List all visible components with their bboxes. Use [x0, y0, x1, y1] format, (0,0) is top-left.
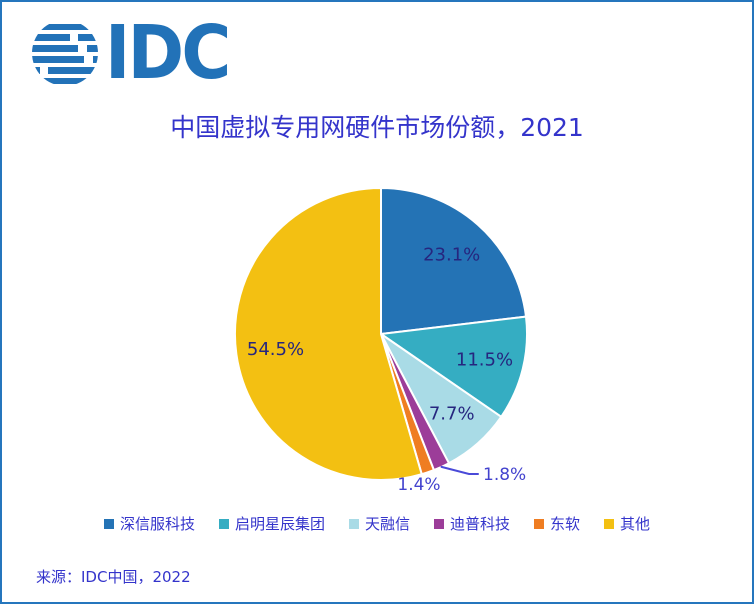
legend-label: 其他: [620, 515, 651, 533]
legend-item-天融信: 天融信: [348, 513, 410, 534]
pie-slice-其他: [233, 187, 423, 481]
pie-slice-启明星辰集团: [380, 315, 529, 418]
legend-item-其他: 其他: [604, 513, 650, 534]
legend-swatch-icon: [534, 518, 545, 529]
legend-label: 东软: [550, 515, 581, 533]
legend-item-启明星辰集团: 启明星辰集团: [218, 513, 325, 534]
legend-item-深信服科技: 深信服科技: [103, 513, 195, 534]
pie-label-深信服科技: 23.1%: [423, 244, 480, 265]
idc-globe-icon: [32, 24, 98, 84]
leader-line-迪普科技: [440, 465, 479, 475]
pie-label-东软: 1.4%: [397, 475, 440, 495]
legend-swatch-icon: [434, 518, 444, 529]
legend-swatch-icon: [348, 518, 359, 529]
pie-slice-深信服科技: [380, 187, 527, 335]
legend-label: 启明星辰集团: [234, 515, 325, 533]
pie-label-迪普科技: 1.8%: [483, 465, 526, 485]
chart-legend: 深信服科技 启明星辰集团 天融信 迪普科技 东软 其他: [2, 513, 752, 534]
legend-label: 迪普科技: [450, 515, 511, 533]
legend-label: 深信服科技: [119, 515, 195, 533]
idc-logo: IDC: [32, 10, 239, 96]
legend-item-迪普科技: 迪普科技: [434, 513, 510, 534]
source-note: 来源：IDC中国，2022: [36, 568, 191, 586]
chart-title: 中国虚拟专用网硬件市场份额，2021: [170, 113, 584, 142]
legend-swatch-icon: [604, 518, 615, 529]
pie-label-启明星辰集团: 11.5%: [456, 350, 513, 371]
legend-swatch-icon: [218, 518, 229, 529]
pie-label-天融信: 7.7%: [429, 404, 475, 425]
legend-label: 天融信: [364, 515, 410, 533]
pie-label-其他: 54.5%: [247, 339, 304, 360]
legend-swatch-icon: [103, 518, 114, 529]
logo-text: IDC: [105, 10, 231, 96]
legend-item-东软: 东软: [534, 513, 580, 534]
